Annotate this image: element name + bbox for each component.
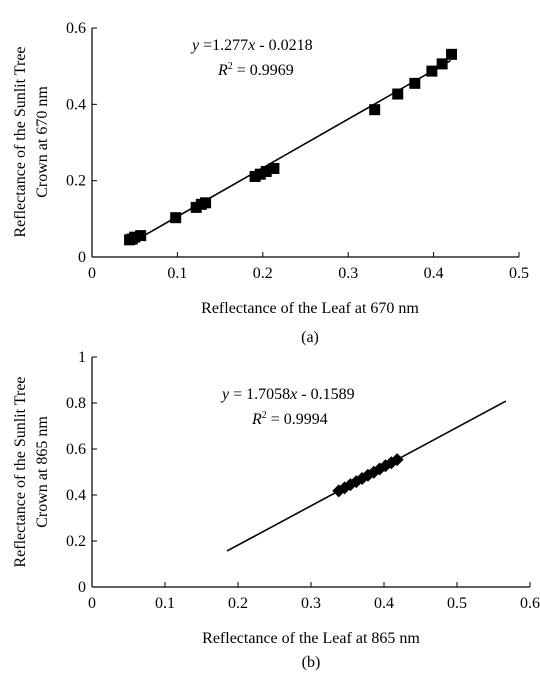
panel-a-ticks: 0 0.1 0.2 0.3 0.4 0.5 0 0.2 0.4 0.6 (66, 20, 529, 282)
x-tick-label: 0.1 (155, 595, 175, 612)
y-tick-label: 0 (78, 249, 86, 266)
x-tick-label: 0.6 (520, 595, 540, 612)
data-point (268, 162, 280, 174)
panel-a-points (124, 48, 458, 246)
panel-b-r-squared: R2 = 0.9994 (251, 410, 328, 428)
x-tick-label: 0 (88, 265, 96, 282)
panel-a-equation: y =1.277x - 0.0218 (190, 37, 313, 54)
data-point (200, 197, 212, 209)
data-point (369, 104, 381, 116)
y-tick-label: 0.6 (66, 20, 86, 37)
panel-b-x-label: Reflectance of the Leaf at 865 nm (202, 630, 420, 647)
data-point (392, 88, 404, 100)
x-tick-label: 0.4 (374, 595, 394, 612)
panel-b-y-label-line1: Reflectance of the Sunlit Tree (12, 376, 29, 567)
panel-a: 0 0.1 0.2 0.3 0.4 0.5 0 0.2 0.4 0.6 y =1.277x - 0… (12, 20, 529, 346)
data-point (409, 77, 421, 89)
y-tick-label: 0.4 (66, 96, 86, 113)
panel-b: 0 0.1 0.2 0.3 0.4 0.5 0.6 0 0.2 0.4 0.6 0.8 1 y = 1.… (12, 349, 540, 671)
panel-b-points (332, 453, 404, 498)
data-point (254, 168, 266, 180)
panel-a-x-label: Reflectance of the Leaf at 670 nm (201, 300, 419, 317)
y-tick-label: 0.2 (66, 173, 86, 190)
panel-a-y-label-line2: Crown at 670 nm (34, 86, 51, 198)
panel-a-r-squared: R2 = 0.9969 (217, 61, 294, 79)
y-tick-label: 0.2 (66, 533, 86, 550)
data-point (426, 65, 438, 77)
x-tick-label: 0.5 (447, 595, 467, 612)
panel-b-y-label-line2: Crown at 865 nm (34, 416, 51, 528)
y-tick-label: 0.4 (66, 487, 86, 504)
data-point (260, 166, 272, 178)
y-tick-label: 0.8 (66, 395, 86, 412)
y-tick-label: 1 (78, 349, 86, 366)
x-tick-label: 0.3 (338, 265, 358, 282)
x-tick-label: 0.3 (301, 595, 321, 612)
data-point (170, 212, 182, 224)
x-tick-label: 0 (88, 595, 96, 612)
panel-b-ticks: 0 0.1 0.2 0.3 0.4 0.5 0.6 0 0.2 0.4 0.6 0.8 1 (66, 349, 540, 612)
data-point (129, 231, 141, 243)
y-tick-label: 0.6 (66, 441, 86, 458)
data-point (446, 48, 458, 60)
x-tick-label: 0.2 (228, 595, 248, 612)
data-point (436, 58, 448, 70)
y-tick-label: 0 (78, 579, 86, 596)
x-tick-label: 0.4 (424, 265, 444, 282)
data-point (135, 230, 147, 242)
panel-b-panel-label: (b) (302, 654, 321, 671)
panel-a-y-label-line1: Reflectance of the Sunlit Tree (12, 46, 29, 237)
x-tick-label: 0.1 (167, 265, 187, 282)
x-tick-label: 0.2 (253, 265, 273, 282)
panel-b-equation: y = 1.7058x - 0.1589 (220, 386, 355, 403)
data-point (390, 453, 404, 467)
x-tick-label: 0.5 (509, 265, 529, 282)
panel-a-panel-label: (a) (301, 329, 319, 346)
